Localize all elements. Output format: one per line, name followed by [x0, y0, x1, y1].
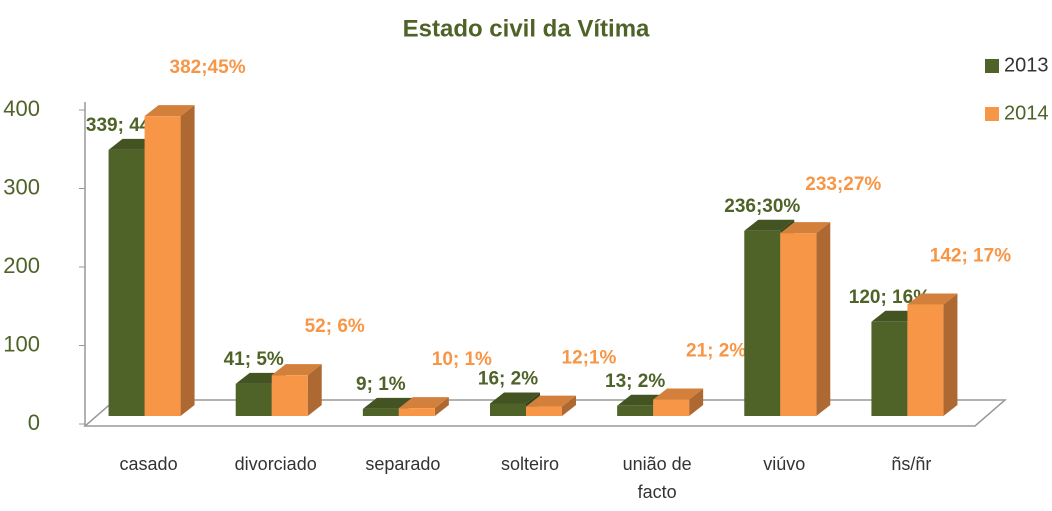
bar-side [180, 105, 195, 416]
bar [108, 149, 145, 416]
bar-top [526, 395, 576, 407]
bar-top [780, 222, 831, 234]
bar-top [144, 105, 195, 117]
data-label: 142; 17% [930, 246, 1011, 267]
data-label: 233;27% [805, 174, 881, 195]
legend-label: 2013 [1004, 54, 1049, 76]
bar [780, 233, 817, 416]
y-tick-label: 100 [3, 331, 40, 356]
data-label: 382;45% [170, 57, 246, 78]
bar [362, 408, 399, 416]
bar-side [434, 397, 449, 416]
bar [398, 408, 435, 416]
bar [617, 405, 654, 416]
y-tick-label: 200 [3, 253, 40, 278]
data-label: 21; 2% [686, 341, 746, 362]
x-tick-label: viúvo [763, 454, 806, 474]
bar-top [653, 388, 704, 400]
data-label: 13; 2% [605, 371, 665, 392]
bar-top [362, 397, 413, 409]
bar-side [562, 395, 576, 416]
bar-top [744, 219, 795, 231]
bar-top [271, 364, 322, 376]
chart-title: Estado civil da Vítima [403, 15, 650, 42]
bar-side [816, 222, 831, 416]
bar [271, 375, 308, 416]
y-tick-label: 300 [3, 174, 40, 199]
x-tick-label: solteiro [500, 454, 560, 474]
data-label: 41; 5% [224, 349, 284, 370]
legend-swatch [985, 107, 999, 121]
bar [744, 230, 781, 416]
data-label: 9; 1% [356, 374, 406, 395]
bar [907, 304, 944, 416]
bar-top [398, 397, 449, 409]
data-label: 12;1% [562, 348, 617, 369]
bar-top [490, 392, 540, 404]
bar-top [907, 293, 958, 305]
floor [82, 399, 1008, 427]
bar-side [689, 388, 704, 416]
data-label: 16; 2% [478, 368, 538, 389]
data-label: 10; 1% [432, 349, 492, 370]
x-tick-label: ñs/ñr [891, 454, 932, 474]
y-tick-label: 0 [28, 410, 40, 435]
bar-side [943, 293, 958, 416]
bar [871, 321, 908, 416]
x-tick-label: casado [119, 454, 178, 474]
bar-side [307, 364, 322, 416]
bar [144, 116, 181, 416]
data-label: 52; 6% [305, 316, 365, 337]
data-label: 236;30% [724, 196, 800, 217]
bar [235, 383, 272, 416]
legend-swatch [985, 59, 999, 73]
bar [526, 406, 562, 416]
bar [653, 399, 690, 416]
legend-label: 2014 [1004, 102, 1049, 124]
data-label: 120; 16% [849, 287, 930, 308]
x-tick-label: união de facto [622, 454, 692, 502]
y-tick-label: 400 [3, 96, 40, 121]
bar [490, 403, 526, 416]
x-tick-label: separado [365, 454, 441, 474]
x-tick-label: divorciado [234, 454, 317, 474]
